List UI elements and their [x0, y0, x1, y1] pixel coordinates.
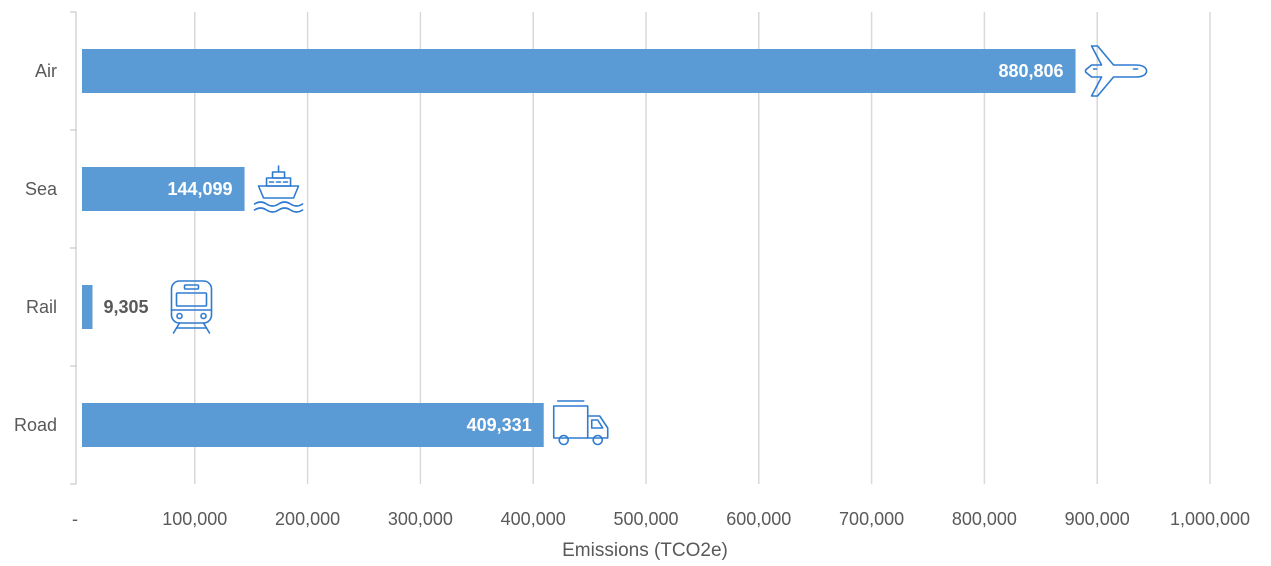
data-labels: 880,806 144,099 9,305 409,331: [103, 61, 1063, 435]
x-tick-label: 300,000: [388, 509, 453, 529]
x-axis-title: Emissions (TCO2e): [562, 540, 728, 561]
ship-icon: [253, 165, 304, 213]
x-tick-label: 700,000: [839, 509, 904, 529]
airplane-icon: [1084, 45, 1148, 97]
truck-icon: [552, 400, 609, 446]
category-label: Road: [14, 415, 57, 435]
bar-rail: [82, 285, 93, 329]
x-tick-label: 400,000: [501, 509, 566, 529]
bar-sea: [82, 167, 245, 211]
mode-icons: [170, 45, 1148, 446]
train-icon: [170, 280, 213, 334]
bar-air: [82, 49, 1076, 93]
bar-road: [82, 403, 544, 447]
data-label-road: 409,331: [467, 415, 532, 435]
x-tick-labels: - 100,000 200,000 300,000 400,000 500,000 600,…: [72, 509, 1250, 529]
x-tick-label: 800,000: [952, 509, 1017, 529]
data-label-rail: 9,305: [103, 297, 148, 317]
x-tick-label: 1,000,000: [1170, 509, 1250, 529]
data-label-air: 880,806: [998, 61, 1063, 81]
category-axis: Air Sea Rail Road: [14, 11, 77, 485]
x-tick-label: 500,000: [613, 509, 678, 529]
category-label: Rail: [26, 297, 57, 317]
x-tick-label: 600,000: [726, 509, 791, 529]
x-tick-label: 200,000: [275, 509, 340, 529]
x-tick-label: -: [72, 509, 78, 529]
data-label-sea: 144,099: [167, 179, 232, 199]
category-label: Air: [35, 61, 57, 81]
category-label: Sea: [25, 179, 58, 199]
x-tick-label: 900,000: [1065, 509, 1130, 529]
x-tick-label: 100,000: [162, 509, 227, 529]
bars: [82, 49, 1076, 447]
